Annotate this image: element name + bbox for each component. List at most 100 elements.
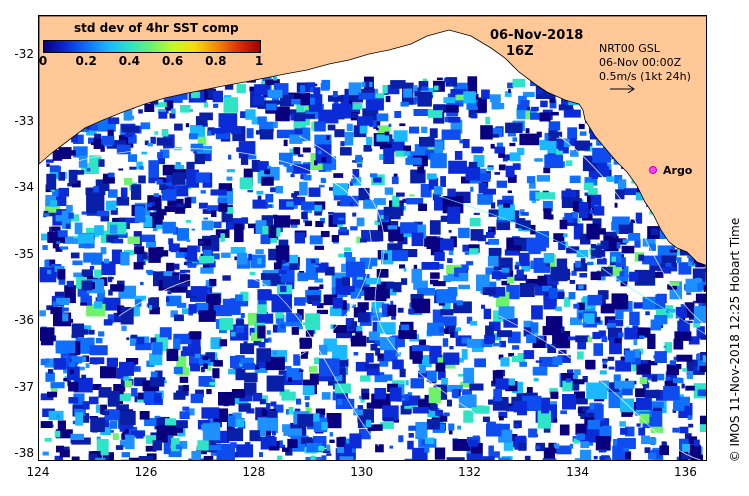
sst-cell	[542, 326, 561, 336]
sst-cell	[633, 349, 640, 358]
sst-cell	[681, 453, 692, 460]
arrow-right-icon	[610, 84, 635, 94]
sst-cell	[245, 109, 256, 120]
sst-cell	[194, 353, 201, 359]
sst-cell	[299, 337, 312, 349]
sst-cell	[520, 212, 529, 216]
sst-cell	[455, 94, 464, 101]
sst-cell	[218, 392, 235, 406]
sst-cell	[530, 112, 542, 120]
sst-cell	[280, 285, 287, 292]
sst-cell	[608, 366, 615, 370]
sst-cell	[539, 112, 551, 122]
lon-tick-label: 128	[242, 465, 266, 479]
sst-cell	[412, 355, 423, 364]
sst-cell	[672, 427, 680, 433]
sst-cell	[320, 177, 327, 183]
sst-cell	[587, 188, 598, 195]
sst-cell	[373, 424, 383, 431]
sst-cell	[465, 166, 481, 181]
sst-cell	[568, 138, 577, 147]
sst-cell	[576, 218, 581, 223]
sst-cell	[205, 284, 213, 293]
sst-cell	[45, 372, 55, 382]
sst-cell	[688, 336, 700, 345]
sst-cell	[203, 102, 208, 108]
sst-cell	[498, 306, 515, 319]
sst-cell	[70, 214, 80, 222]
sst-cell	[405, 157, 422, 165]
sst-cell	[287, 92, 302, 104]
sst-cell	[163, 380, 167, 384]
sst-cell	[125, 435, 135, 450]
sst-cell	[296, 398, 302, 405]
sst-cell	[315, 408, 326, 416]
sst-cell	[179, 92, 188, 100]
sst-cell	[146, 241, 157, 248]
sst-cell	[56, 414, 60, 419]
sst-cell	[63, 378, 70, 382]
sst-cell	[73, 134, 84, 144]
sst-cell	[374, 388, 387, 400]
sst-cell	[66, 204, 73, 212]
hour-label: 16Z	[506, 44, 534, 59]
sst-cell	[100, 247, 107, 255]
sst-cell	[488, 286, 506, 297]
sst-cell	[351, 287, 367, 296]
sst-cell	[368, 331, 380, 341]
sst-cell	[526, 106, 531, 111]
sst-cell	[164, 185, 170, 189]
sst-cell	[101, 261, 116, 276]
sst-cell	[191, 91, 200, 99]
sst-cell	[705, 267, 706, 272]
sst-cell	[156, 179, 163, 185]
sst-cell	[199, 255, 215, 264]
sst-cell	[189, 331, 202, 340]
sst-cell	[569, 175, 581, 183]
sst-cell	[421, 126, 428, 133]
sst-cell	[60, 246, 69, 250]
sst-cell	[74, 222, 83, 235]
sst-cell	[453, 301, 472, 314]
sst-cell	[687, 253, 693, 258]
sst-cell	[417, 288, 436, 296]
sst-cell	[676, 354, 693, 362]
sst-cell	[693, 306, 706, 324]
sst-cell	[81, 356, 87, 362]
sst-cell	[535, 445, 540, 450]
sst-cell	[191, 450, 202, 460]
sst-cell	[198, 310, 216, 322]
sst-cell	[308, 187, 321, 197]
sst-cell	[68, 212, 74, 219]
sst-cell	[537, 275, 548, 286]
sst-cell	[514, 435, 527, 441]
sst-cell	[492, 134, 499, 138]
sst-cell	[88, 453, 98, 460]
sst-cell	[468, 439, 479, 447]
sst-cell	[602, 358, 608, 363]
sst-cell	[580, 441, 590, 449]
sst-cell	[421, 262, 440, 270]
sst-cell	[357, 162, 363, 168]
sst-cell	[426, 419, 440, 430]
sst-cell	[372, 316, 381, 321]
sst-cell	[633, 339, 638, 346]
sst-cell	[396, 192, 405, 197]
sst-cell	[344, 247, 352, 252]
sst-cell	[46, 159, 54, 163]
sst-cell	[413, 280, 428, 290]
sst-cell	[700, 334, 706, 340]
sst-cell	[71, 437, 91, 445]
lat-tick-label: -35	[14, 246, 34, 261]
current-streamline	[498, 315, 702, 460]
sst-cell	[498, 204, 515, 220]
sst-cell	[43, 213, 50, 217]
sst-cell	[230, 298, 236, 306]
sst-cell	[320, 231, 330, 238]
sst-cell	[201, 407, 220, 419]
sst-cell	[424, 437, 435, 444]
sst-cell	[107, 117, 120, 125]
sst-cell	[264, 167, 271, 175]
sst-cell	[187, 263, 197, 268]
sst-cell	[482, 287, 496, 295]
